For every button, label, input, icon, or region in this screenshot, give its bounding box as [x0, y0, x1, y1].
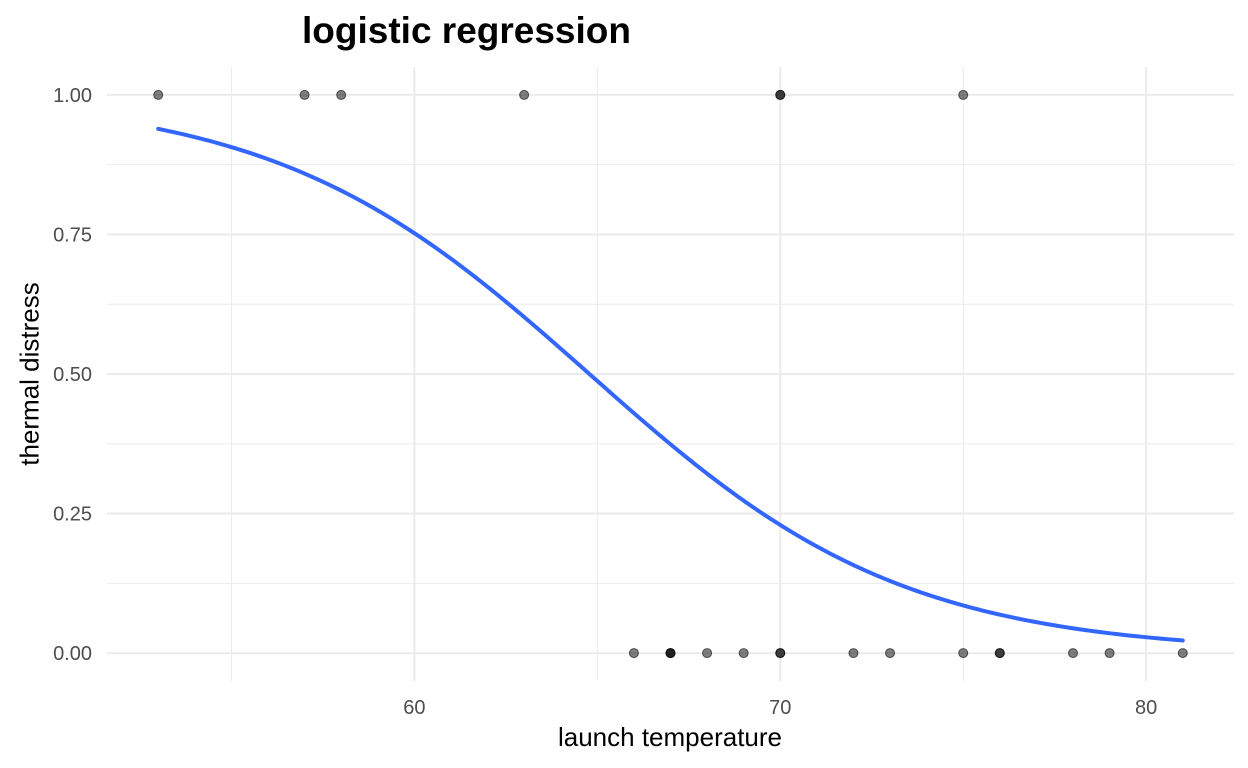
data-point [665, 648, 676, 659]
data-point [775, 648, 786, 659]
y-tick-label: 1.00 [53, 85, 92, 107]
data-point [775, 89, 786, 100]
y-tick-label: 0.75 [53, 224, 92, 246]
data-points [153, 89, 1188, 659]
data-point [1177, 648, 1188, 659]
data-point [958, 648, 969, 659]
data-point [628, 648, 639, 659]
y-axis-label: thermal distress [14, 282, 45, 466]
data-point [994, 648, 1005, 659]
y-tick-labels: 0.00 0.25 0.50 0.75 1.00 [53, 85, 92, 665]
logistic-fit-curve [156, 126, 1185, 643]
data-point [1104, 648, 1115, 659]
data-point [702, 648, 713, 659]
y-tick-label: 0.00 [53, 643, 92, 665]
data-point [519, 89, 530, 100]
data-point [336, 89, 347, 100]
grid-major [107, 67, 1234, 681]
data-point [738, 648, 749, 659]
x-tick-label: 60 [403, 697, 425, 719]
x-tick-labels: 60 70 80 [403, 697, 1157, 719]
chart-title: logistic regression [302, 10, 631, 51]
data-point [153, 89, 164, 100]
y-tick-label: 0.25 [53, 504, 92, 526]
data-point [885, 648, 896, 659]
x-axis-label: launch temperature [557, 722, 783, 752]
x-tick-label: 70 [769, 697, 791, 719]
data-point [1068, 648, 1078, 659]
y-tick-label: 0.50 [53, 364, 92, 386]
x-tick-label: 80 [1135, 697, 1157, 719]
data-point [848, 648, 859, 659]
data-point [958, 89, 969, 100]
data-point [299, 89, 310, 100]
